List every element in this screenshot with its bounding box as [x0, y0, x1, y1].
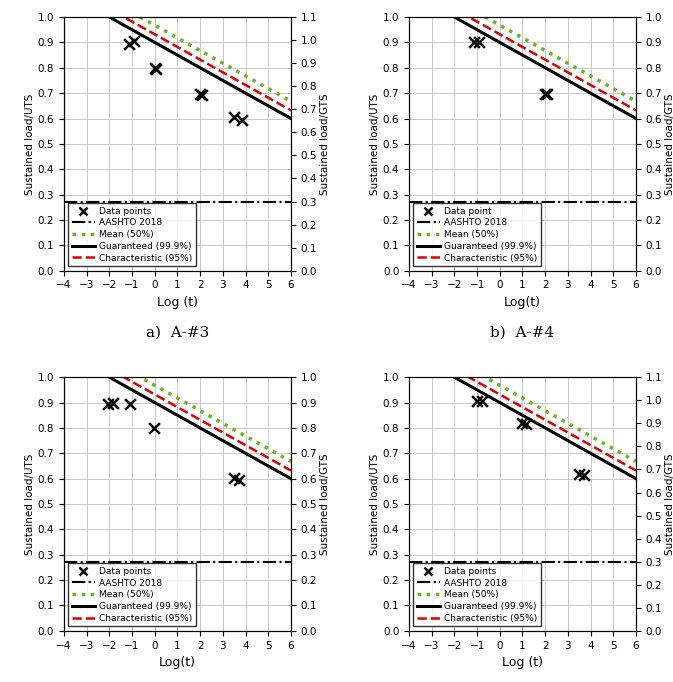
Point: [542, 89, 553, 100]
X-axis label: Log (t): Log (t): [502, 656, 543, 669]
X-axis label: Log(t): Log(t): [159, 656, 196, 669]
Point: [578, 469, 589, 480]
Title: b)  A-#4: b) A-#4: [491, 325, 555, 340]
Point: [234, 475, 244, 486]
Point: [520, 419, 531, 430]
Point: [229, 112, 240, 123]
Legend: Data points, AASHTO 2018, Mean (50%), Guaranteed (99.9%), Characteristic (95%): Data points, AASHTO 2018, Mean (50%), Gu…: [413, 563, 541, 626]
Point: [125, 398, 135, 409]
Point: [472, 396, 483, 406]
Point: [197, 90, 208, 101]
Point: [151, 63, 162, 74]
Point: [229, 473, 240, 484]
Point: [574, 468, 585, 479]
Y-axis label: Sustained load/UTS: Sustained load/UTS: [25, 454, 35, 554]
Y-axis label: Sustained load/UTS: Sustained load/UTS: [25, 93, 35, 194]
Point: [148, 422, 159, 433]
X-axis label: Log (t): Log (t): [157, 296, 198, 309]
Y-axis label: Sustained load/GTS: Sustained load/GTS: [665, 93, 673, 194]
Point: [123, 38, 134, 49]
Legend: Data point, AASHTO 2018, Mean (50%), Guaranteed (99.9%), Characteristic (95%): Data point, AASHTO 2018, Mean (50%), Gua…: [413, 203, 541, 266]
Point: [149, 62, 160, 73]
Point: [474, 37, 485, 48]
Point: [129, 35, 140, 46]
Point: [194, 88, 205, 99]
Legend: Data points, AASHTO 2018, Mean (50%), Guaranteed (99.9%), Characteristic (95%): Data points, AASHTO 2018, Mean (50%), Gu…: [69, 203, 196, 266]
Point: [108, 398, 118, 409]
Point: [540, 89, 551, 100]
Y-axis label: Sustained load/GTS: Sustained load/GTS: [320, 93, 330, 194]
X-axis label: Log(t): Log(t): [504, 296, 541, 309]
Legend: Data points, AASHTO 2018, Mean (50%), Guaranteed (99.9%), Characteristic (95%): Data points, AASHTO 2018, Mean (50%), Gu…: [69, 563, 196, 626]
Point: [103, 398, 114, 409]
Point: [476, 396, 487, 406]
Y-axis label: Sustained load/GTS: Sustained load/GTS: [665, 454, 673, 555]
Y-axis label: Sustained load/GTS: Sustained load/GTS: [320, 454, 330, 555]
Y-axis label: Sustained load/UTS: Sustained load/UTS: [370, 454, 380, 554]
Y-axis label: Sustained load/UTS: Sustained load/UTS: [370, 93, 380, 194]
Title: a)  A-#3: a) A-#3: [146, 325, 209, 340]
Point: [468, 37, 479, 48]
Point: [517, 417, 528, 428]
Point: [237, 115, 248, 125]
